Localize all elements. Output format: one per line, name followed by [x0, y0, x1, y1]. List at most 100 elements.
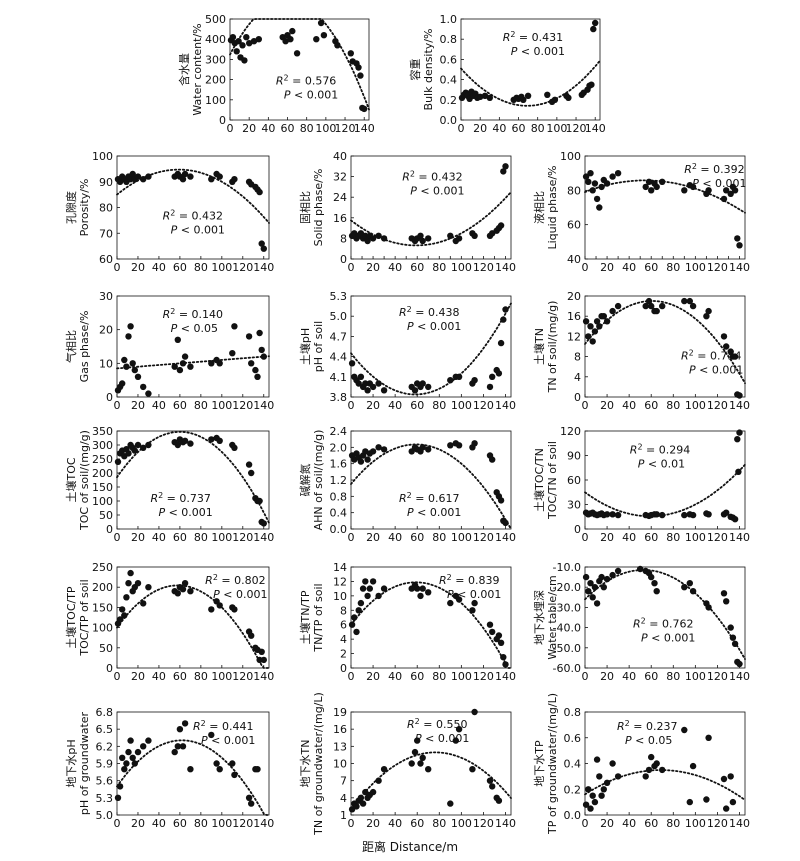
r2-value: = 0.432	[415, 170, 463, 183]
x-tick-label: 80	[432, 670, 446, 683]
y-tick-label: 4.4	[330, 351, 348, 364]
r2-value: = 0.431	[515, 31, 563, 44]
data-point	[252, 366, 259, 374]
r2-value: = 0.237	[630, 720, 678, 733]
data-point	[129, 754, 136, 761]
p-value: < 0.001	[454, 588, 502, 601]
x-tick-label: 80	[531, 122, 545, 135]
panel-tp_groundwater: 0 20 40 60 80 100 120 140 0.0 0.2 0.4 0.6 0.8 地下水TPTP…	[533, 693, 750, 835]
data-point	[486, 94, 493, 102]
y-axis-label-cn: 孔隙度	[64, 191, 78, 224]
p-symbol: P	[407, 320, 414, 333]
r-squared-label: R2 = 0.441	[193, 719, 253, 734]
data-point	[231, 606, 238, 613]
p-value-label: P < 0.001	[689, 364, 743, 377]
x-tick-label: 40	[388, 261, 402, 274]
data-point	[176, 726, 184, 733]
y-tick-label: 16	[333, 212, 347, 225]
y-axis-label-en: Solid phase/%	[312, 169, 325, 247]
data-point	[727, 624, 734, 631]
data-point	[353, 803, 360, 810]
data-point	[686, 580, 693, 587]
y-tick-label: 6.2	[96, 740, 114, 753]
y-axis-label-cn: 土壤TOC/TP	[64, 586, 78, 648]
data-point	[369, 578, 377, 585]
data-point	[248, 632, 255, 639]
y-axis-label-en: TN/TP of soil	[312, 583, 325, 652]
x-tick-label: 120	[707, 399, 728, 412]
p-value-label: P < 0.001	[201, 734, 255, 747]
data-point	[414, 585, 421, 592]
data-point	[256, 497, 263, 505]
plot-frame	[584, 155, 746, 260]
x-tick-label: 60	[644, 261, 658, 274]
plot-frame	[116, 430, 270, 530]
data-point	[425, 383, 432, 391]
y-tick-label: 2.4	[330, 425, 348, 438]
p-symbol: P	[415, 732, 422, 745]
fit-curve	[116, 739, 270, 816]
data-point	[216, 173, 223, 180]
data-point	[245, 794, 253, 801]
x-tick-label: 20	[242, 122, 256, 135]
data-point	[245, 461, 253, 468]
data-point	[355, 607, 362, 614]
y-tick-label: 300	[92, 439, 113, 452]
data-point	[347, 50, 354, 57]
data-point	[500, 316, 507, 323]
y-tick-label: -30.0	[553, 601, 581, 614]
r2-symbol: R	[684, 163, 692, 176]
data-point	[408, 760, 415, 767]
p-value-label: P < 0.001	[511, 45, 565, 58]
p-value: < 0.001	[648, 632, 696, 645]
x-tick-label: 100	[685, 817, 706, 830]
y-tick-label: 5.3	[330, 290, 348, 303]
data-point	[689, 183, 697, 191]
p-value: < 0.001	[208, 734, 256, 747]
data-point	[736, 392, 743, 399]
x-tick-label: 120	[232, 531, 253, 544]
x-tick-label: 120	[473, 670, 494, 683]
data-point	[121, 356, 128, 364]
y-axis-label-en: AHN of soil/(mg/g)	[312, 430, 325, 531]
x-tick-label: 120	[707, 817, 728, 830]
x-tick-label: 140	[495, 399, 516, 412]
x-tick-label: 0	[114, 817, 121, 830]
data-point	[359, 800, 367, 807]
x-tick-label: 60	[173, 817, 187, 830]
data-point	[609, 173, 616, 180]
data-point	[369, 448, 377, 455]
r2-symbol: R	[163, 308, 171, 321]
data-point	[596, 773, 603, 780]
data-point	[592, 19, 599, 27]
data-point	[590, 25, 597, 33]
data-point	[471, 440, 478, 447]
data-point	[357, 458, 365, 465]
data-point	[471, 708, 478, 716]
r2-value: = 0.140	[175, 308, 223, 321]
y-tick-label: 4.7	[330, 330, 348, 343]
data-point	[181, 353, 189, 360]
data-point	[587, 170, 594, 177]
r2-exponent: 2	[201, 719, 206, 728]
data-point	[495, 632, 503, 639]
data-point	[651, 580, 658, 587]
data-point	[723, 805, 730, 812]
y-tick-label: 5.0	[96, 809, 114, 822]
x-tick-label: 100	[211, 531, 232, 544]
data-point	[425, 766, 432, 773]
data-point	[171, 363, 178, 370]
data-point	[582, 318, 590, 325]
x-tick-label: 40	[492, 122, 506, 135]
y-tick-label: 150	[92, 481, 113, 494]
panel-water_table: 0 20 40 60 80 100 120 140 -60.0 -50.0 -40.0 -30.0 -2…	[533, 561, 750, 683]
panel-toc_soil: 0 20 40 60 80 100 120 140050100150200250300350土…	[64, 425, 274, 544]
x-tick-label: 100	[315, 122, 336, 135]
p-value-label: P < 0.001	[410, 184, 464, 197]
panel-tn_tp: 0 20 40 60 80 100 120 14002468101214土壤TN/TPTN/T…	[298, 561, 516, 683]
data-point	[208, 360, 215, 367]
data-point	[419, 237, 426, 245]
r-squared-label: R2 = 0.550	[407, 717, 467, 732]
data-point	[254, 373, 261, 380]
y-tick-label: 20	[99, 324, 113, 337]
